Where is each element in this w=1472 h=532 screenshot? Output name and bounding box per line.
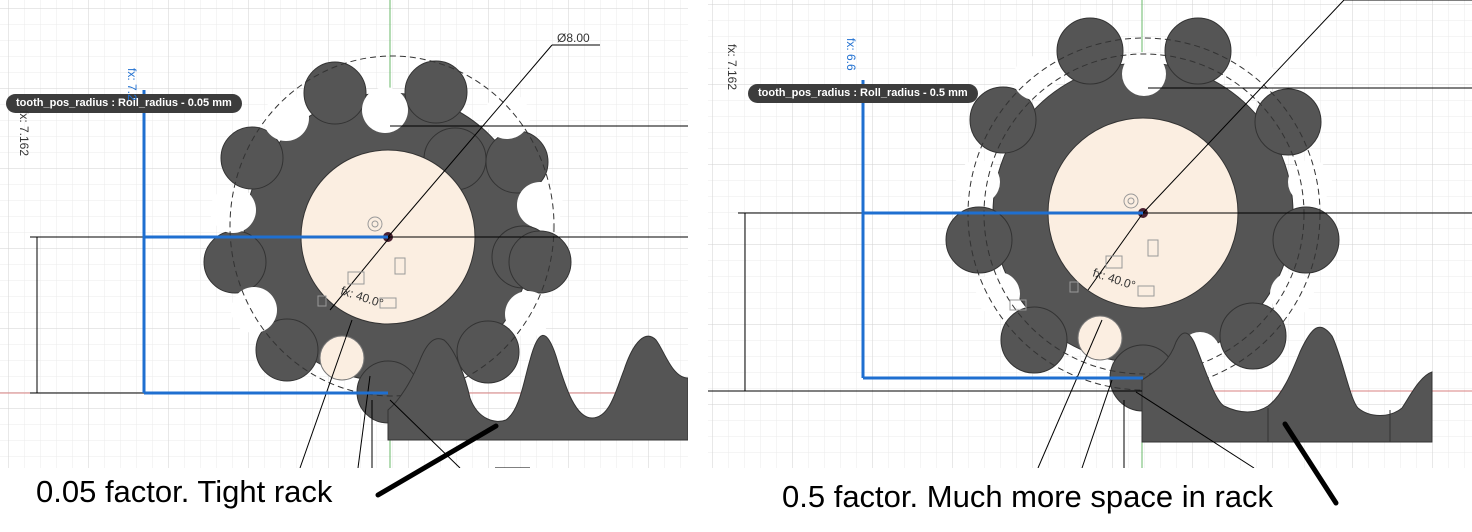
pitch-circle bbox=[229, 55, 555, 397]
vertical-dimension-blue[interactable]: fx: 6.6 bbox=[844, 38, 858, 71]
blue-sketch bbox=[142, 90, 388, 395]
roller-gaps bbox=[956, 52, 1332, 372]
tooth-pos-radius-tooltip: tooth_pos_radius : Roll_radius - 0.5 mm bbox=[748, 84, 978, 103]
left-sketch-canvas[interactable] bbox=[0, 0, 688, 468]
rack[interactable] bbox=[1141, 326, 1433, 443]
tooth-pos-radius-tooltip: tooth_pos_radius : Roll_radius - 0.05 mm bbox=[6, 94, 242, 113]
vertical-dimension-blue[interactable]: fx: 7.2 bbox=[125, 68, 139, 101]
right-viewport[interactable]: tooth_pos_radius : Roll_radius - 0.5 mm … bbox=[708, 0, 1472, 468]
diameter-dimension[interactable]: Ø8.00 bbox=[557, 31, 590, 45]
sketch-constraint-glyphs bbox=[317, 216, 406, 309]
roller-gaps bbox=[210, 87, 563, 390]
right-caption: 0.5 factor. Much more space in rack bbox=[782, 479, 1274, 514]
left-viewport[interactable]: tooth_pos_radius : Roll_radius - 0.05 mm… bbox=[0, 0, 688, 468]
rack[interactable] bbox=[387, 334, 688, 441]
sketch-constraint-glyphs bbox=[1009, 193, 1159, 311]
right-sketch-canvas[interactable] bbox=[708, 0, 1472, 468]
left-caption: 0.05 factor. Tight rack bbox=[36, 474, 333, 509]
rack-divisions bbox=[1267, 408, 1391, 442]
blue-sketch bbox=[861, 80, 1143, 380]
vertical-dimension-black[interactable]: fx: 7.162 bbox=[17, 110, 31, 157]
vertical-dimension-black[interactable]: fx: 7.162 bbox=[725, 44, 739, 91]
